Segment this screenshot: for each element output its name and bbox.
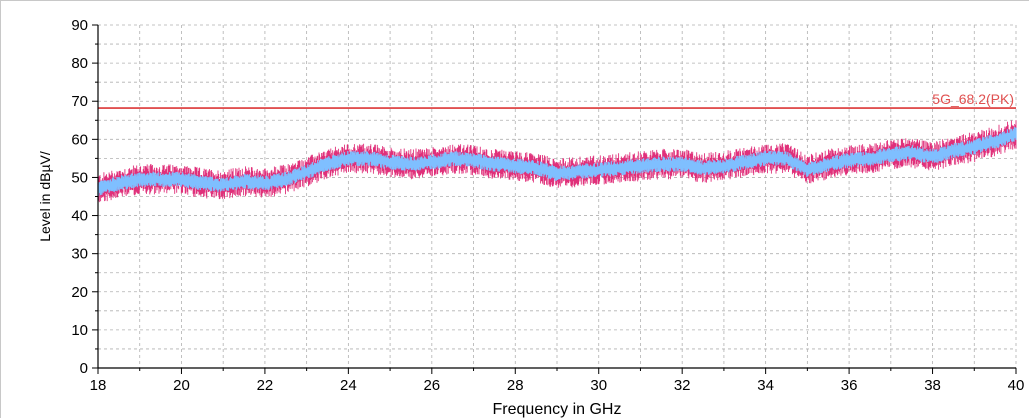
- x-tick-label: 18: [90, 377, 107, 394]
- x-tick-label: 22: [257, 377, 274, 394]
- x-tick-label: 32: [674, 377, 691, 394]
- y-tick-label: 80: [71, 55, 88, 72]
- x-tick-label: 30: [590, 377, 607, 394]
- x-tick-label: 20: [173, 377, 190, 394]
- y-tick-label: 0: [80, 360, 88, 377]
- axes: [92, 24, 1017, 374]
- x-tick-label: 40: [1008, 377, 1025, 394]
- y-tick-label: 20: [71, 284, 88, 301]
- y-tick-label: 30: [71, 246, 88, 263]
- x-axis-title: Frequency in GHz: [493, 401, 622, 418]
- limit-line-label: 5G_68.2(PK): [932, 91, 1014, 107]
- y-tick-label: 40: [71, 208, 88, 225]
- y-tick-label: 70: [71, 93, 88, 110]
- x-tick-label: 36: [841, 377, 858, 394]
- y-axis-title: Level in dBµV/: [37, 151, 53, 242]
- grid-lines: [97, 24, 1017, 369]
- y-tick-label: 90: [71, 17, 88, 34]
- x-tick-label: 28: [507, 377, 524, 394]
- y-tick-label: 50: [71, 169, 88, 186]
- x-tick-label: 26: [423, 377, 440, 394]
- x-tick-labels: 18 20 22 24 26 28 30 32 34 36 38 40: [90, 377, 1025, 394]
- y-tick-labels: 0 10 20 30 40 50 60 70 80 90: [71, 17, 88, 377]
- x-tick-label: 24: [340, 377, 357, 394]
- x-tick-label: 38: [924, 377, 941, 394]
- x-tick-label: 34: [757, 377, 774, 394]
- y-tick-label: 10: [71, 322, 88, 339]
- y-tick-label: 60: [71, 131, 88, 148]
